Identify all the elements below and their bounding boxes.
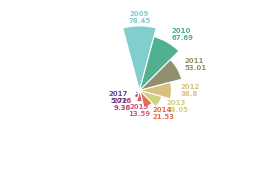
Text: 2014
21.53: 2014 21.53 bbox=[153, 107, 175, 120]
Text: 2016
9.36: 2016 9.36 bbox=[112, 98, 131, 111]
Text: 2011
53.01: 2011 53.01 bbox=[185, 58, 207, 71]
Wedge shape bbox=[140, 90, 162, 107]
Wedge shape bbox=[123, 26, 156, 90]
Text: 2012
38.8: 2012 38.8 bbox=[180, 84, 199, 97]
Text: 2015
13.59: 2015 13.59 bbox=[128, 104, 151, 117]
Text: 2009
78.45: 2009 78.45 bbox=[128, 11, 151, 24]
Text: 2010
67.69: 2010 67.69 bbox=[172, 28, 194, 41]
Text: 2017
5.72: 2017 5.72 bbox=[109, 91, 128, 104]
Wedge shape bbox=[135, 90, 140, 94]
Wedge shape bbox=[140, 60, 182, 90]
Text: 2013
28.05: 2013 28.05 bbox=[167, 100, 189, 113]
Wedge shape bbox=[140, 90, 152, 108]
Wedge shape bbox=[140, 82, 172, 99]
Wedge shape bbox=[140, 37, 179, 90]
Wedge shape bbox=[137, 90, 142, 102]
Wedge shape bbox=[134, 90, 140, 98]
